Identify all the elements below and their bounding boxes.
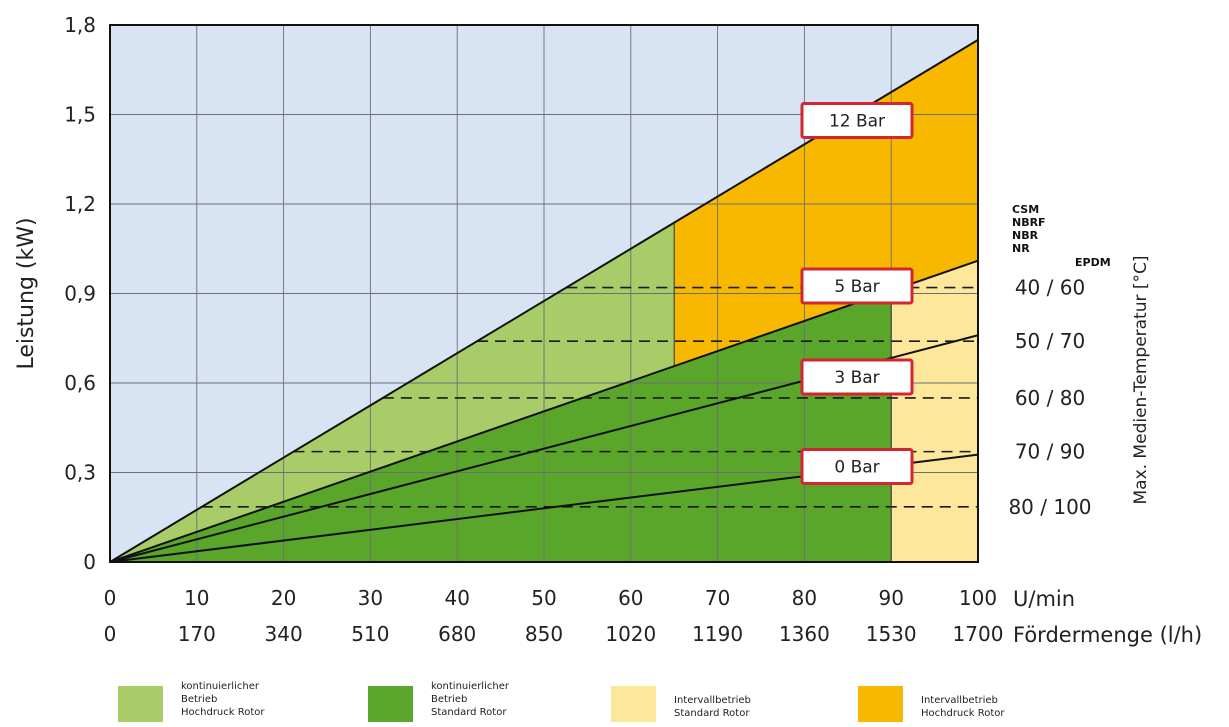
y-tick-label: 0 [83,550,96,574]
y-axis-title: Leistung (kW) [14,217,39,369]
y-tick-label: 0,3 [64,461,96,485]
x-tick-label-flow: 340 [265,622,303,646]
x-tick-label-flow: 1190 [692,622,743,646]
x-tick-label-flow: 1020 [605,622,656,646]
x-tick-label-flow: 1530 [866,622,917,646]
y-tick-label: 1,5 [64,103,96,127]
material-label: NR [1012,242,1030,255]
legend-text: Hochdruck Rotor [181,707,265,718]
y-tick-label: 0,9 [64,282,96,306]
x-tick-label-rpm: 30 [358,586,383,610]
x-tick-label-rpm: 20 [271,586,296,610]
legend-item: kontinuierlicher Betrieb Hochdruck Rotor [118,681,265,722]
region-interval-standard [891,260,978,562]
legend-swatch [368,686,413,722]
y-tick-label: 1,8 [64,13,96,37]
material-label: NBRF [1012,216,1046,229]
temperature-value: 70 / 90 [1015,440,1085,464]
pressure-label-layer: 0 Bar 3 Bar 5 Bar 12 Bar [800,101,914,486]
x-tick-label-rpm: 50 [531,586,556,610]
temperature-value: 60 / 80 [1015,386,1085,410]
legend-swatch [118,686,163,722]
x-tick-label-rpm: 70 [705,586,730,610]
pressure-label: 12 Bar [829,111,885,131]
x-tick-label-rpm: 80 [792,586,817,610]
x-tick-label-flow: 0 [104,622,117,646]
temperature-axis-title: Max. Medien-Temperatur [°C] [1131,255,1151,504]
legend-text: Betrieb [431,694,467,705]
temperature-value: 50 / 70 [1015,329,1085,353]
x-tick-label-rpm: 10 [184,586,209,610]
legend-item: Intervallbetrieb Standard Rotor [611,686,751,722]
pressure-label-box [800,267,914,305]
x-tick-label-rpm: 0 [104,586,117,610]
x-tick-label-flow: 1700 [953,622,1004,646]
legend-swatch [611,686,656,722]
pressure-label: 0 Bar [834,458,879,478]
x-tick-label-rpm: 60 [618,586,643,610]
material-label: NBR [1012,229,1039,242]
x-tick-label-flow: 680 [438,622,476,646]
x-tick-label-flow: 170 [178,622,216,646]
legend-text: Standard Rotor [674,708,750,719]
x-tick-label-rpm: 90 [878,586,903,610]
y-tick-label: 1,2 [64,192,96,216]
x-tick-label-rpm: 40 [444,586,469,610]
pressure-label-box [800,101,914,139]
legend-text: Standard Rotor [431,707,507,718]
pressure-label: 5 Bar [834,277,879,297]
pressure-line [109,259,979,563]
pressure-label: 3 Bar [834,368,879,388]
legend-text: kontinuierlicher [181,681,260,692]
y-tick-label: 0,6 [64,371,96,395]
legend-text: Intervallbetrieb [674,695,751,706]
x-tick-label-flow: 850 [525,622,563,646]
material-label-epdm: EPDM [1075,256,1111,269]
frame-layer [109,24,979,563]
temperature-value: 80 / 100 [1008,495,1091,519]
x-unit-rpm: U/min [1013,587,1075,611]
legend-swatch [858,686,903,722]
legend-item: kontinuierlicher Betrieb Standard Rotor [368,681,510,722]
plot-frame [109,24,979,563]
legend-text: Betrieb [181,694,217,705]
x-tick-label-flow: 1360 [779,622,830,646]
legend-text: Hochdruck Rotor [921,708,1005,719]
pressure-label-box [800,358,914,396]
x-tick-label-flow: 510 [351,622,389,646]
pressure-label-box [800,448,914,486]
legend-text: Intervallbetrieb [921,695,998,706]
x-unit-flow: Fördermenge (l/h) [1013,623,1202,647]
legend-text: kontinuierlicher [431,681,510,692]
temperature-value: 40 / 60 [1015,276,1085,300]
legend-item: Intervallbetrieb Hochdruck Rotor [858,686,1005,722]
x-tick-label-rpm: 100 [959,586,997,610]
material-label: CSM [1012,203,1039,216]
